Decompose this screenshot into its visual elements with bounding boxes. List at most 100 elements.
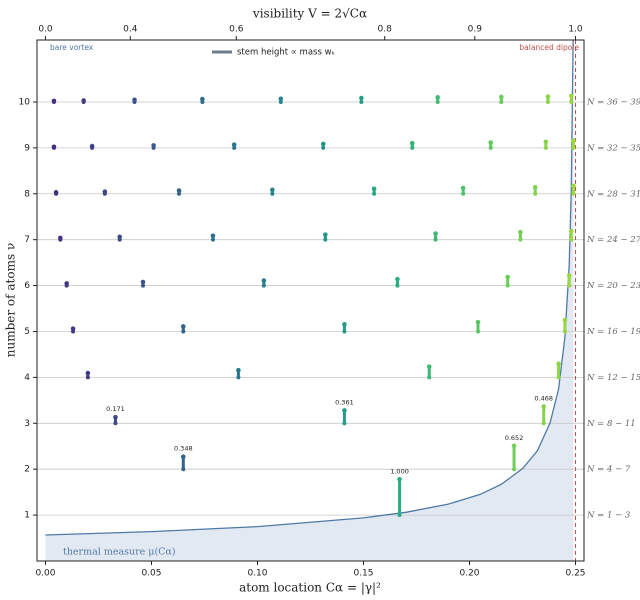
stem-head [210, 233, 216, 239]
stem-base [543, 145, 548, 150]
mass-label: 0.348 [174, 445, 193, 453]
x-tick-label: 0.25 [565, 569, 585, 579]
stem-base [113, 421, 118, 426]
stem-base [323, 237, 328, 242]
mass-label: 1.000 [390, 467, 409, 475]
stem-head [395, 276, 400, 282]
stem-head [113, 414, 118, 420]
y-tick-label: 5 [24, 327, 30, 337]
stem-head [180, 454, 186, 460]
stem-head [261, 278, 267, 283]
row-label: N = 1 − 3 [586, 511, 630, 521]
y-tick-label: 9 [24, 143, 30, 153]
stem-head [151, 143, 156, 148]
stem-base [395, 283, 400, 288]
top-axis-title: visibility V = 2√Cα [252, 7, 367, 21]
stem-head [70, 326, 76, 331]
stem-head [117, 234, 122, 240]
x-tick-label: 0.00 [35, 569, 55, 579]
mass-label: 0.171 [106, 405, 125, 413]
stem-base [181, 467, 186, 472]
x2-tick-label: 0.8 [378, 25, 393, 35]
stem-base [569, 99, 574, 104]
stem-head [140, 279, 146, 285]
stem-head [571, 183, 576, 189]
stem-base [359, 99, 364, 104]
stem-head [568, 93, 574, 99]
stem-head [475, 319, 481, 325]
x2-tick-label: 0.0 [38, 25, 53, 35]
stem-head [571, 138, 576, 144]
stem-head [180, 324, 186, 329]
stem-head [236, 367, 241, 373]
stem-head [200, 96, 205, 102]
stem-base [567, 283, 572, 288]
stem-head [409, 140, 415, 146]
stem-head [132, 97, 137, 103]
stem-head [566, 273, 572, 278]
stem-head [53, 190, 59, 195]
axes-frame [36, 39, 585, 562]
stem-base [410, 145, 415, 150]
stem-head [532, 185, 538, 190]
y-tick-label: 4 [24, 373, 30, 383]
plot-area [37, 40, 584, 561]
stem-base [261, 283, 266, 288]
stem-head [499, 94, 504, 100]
row-label: N = 4 − 7 [586, 465, 631, 475]
row-label: N = 12 − 15 [586, 373, 640, 383]
y-axis-title: number of atoms ν [4, 243, 18, 358]
curve-label: thermal measure μ(Cα) [63, 547, 176, 558]
stem-head [435, 95, 441, 100]
row-label: N = 16 − 19 [586, 327, 640, 337]
stem-head [518, 229, 523, 235]
stem-base [518, 237, 523, 242]
row-label: N = 20 − 23 [586, 281, 640, 291]
stem-head [359, 95, 364, 101]
row-label: N = 32 − 35 [586, 143, 640, 153]
stem-head [320, 141, 326, 147]
stem-base [181, 329, 186, 334]
stem-base [499, 99, 504, 104]
stem-base [372, 191, 377, 196]
stem-base [533, 191, 538, 196]
x-axis-title: atom location Cα = |γ|² [239, 581, 381, 595]
stem-head [568, 228, 574, 234]
stem-head [397, 476, 402, 482]
stem-base [342, 421, 347, 426]
stem-base [475, 329, 480, 334]
stem-head [556, 361, 561, 367]
x-tick-label: 0.20 [459, 569, 479, 579]
right-note: balanced dipole [519, 43, 579, 52]
stem-head [562, 317, 568, 323]
stem-base [236, 375, 241, 380]
stem-head [51, 144, 57, 150]
x-tick-label: 0.15 [353, 569, 373, 579]
stem-head [85, 370, 91, 376]
y-tick-label: 2 [24, 465, 30, 475]
stem-head [102, 189, 108, 194]
thermal-curve [45, 40, 574, 536]
stem-base [278, 99, 283, 104]
row-label: N = 24 − 27 [586, 235, 640, 245]
mass-label: 0.468 [534, 395, 553, 403]
x2-tick-label: 0.9 [468, 25, 483, 35]
y-tick-label: 1 [24, 511, 30, 521]
stem-base [177, 191, 182, 196]
stem-head [342, 408, 347, 413]
stem-head [323, 232, 328, 237]
stem-base [342, 329, 347, 334]
stem-base [427, 375, 432, 380]
x-tick-label: 0.10 [247, 569, 267, 579]
stem-base [541, 421, 546, 426]
stem-base [141, 283, 146, 288]
y-tick-label: 8 [24, 189, 30, 199]
stem-base [571, 145, 576, 150]
y-tick-label: 10 [19, 97, 31, 107]
stem-base [85, 375, 90, 380]
mass-label: 0.361 [335, 398, 354, 406]
left-note: bare vortex [50, 43, 94, 52]
stem-head [231, 142, 237, 147]
stem-head [51, 98, 57, 104]
stem-base [545, 99, 550, 104]
